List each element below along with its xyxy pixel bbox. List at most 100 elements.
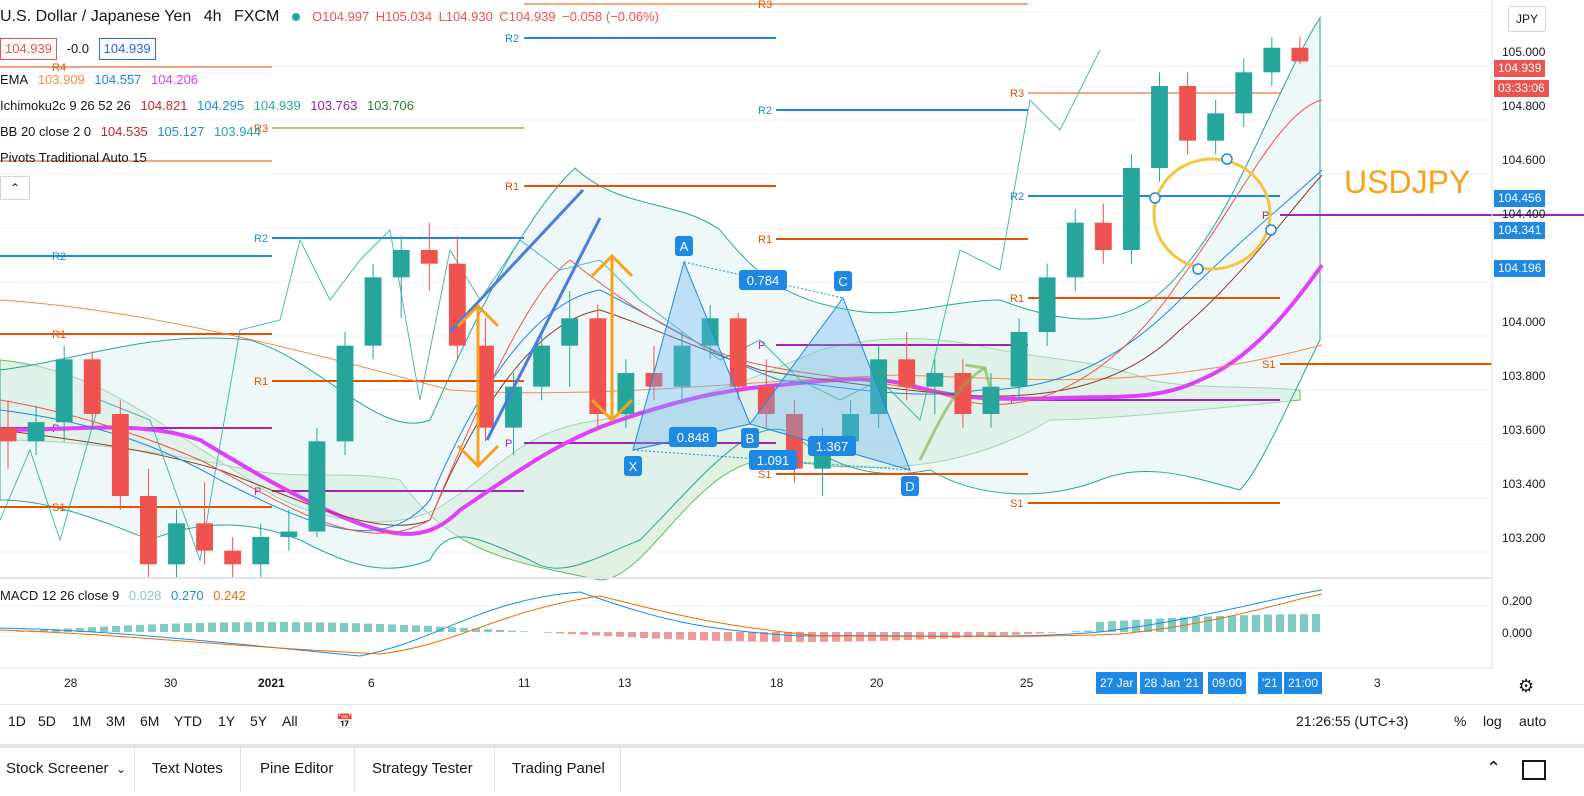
- candle-body: [140, 496, 157, 564]
- y-tick-label: 104.400: [1502, 207, 1545, 221]
- candle-body: [1067, 223, 1084, 278]
- legend-ema[interactable]: EMA 103.909 104.557 104.206: [0, 71, 204, 89]
- candle-body: [1011, 332, 1028, 387]
- macd-bar: [688, 632, 696, 640]
- panel-tab[interactable]: Trading Panel: [512, 760, 605, 777]
- macd-bar: [1252, 615, 1260, 632]
- candle-body: [365, 277, 382, 345]
- macd-bar: [304, 622, 312, 632]
- y-tick-label: 103.200: [1502, 531, 1545, 545]
- legend-macd[interactable]: MACD 12 26 close 9 0.028 0.270 0.242: [0, 587, 252, 605]
- interval-label[interactable]: 4h: [204, 8, 222, 25]
- macd-bar: [172, 624, 180, 632]
- pivot-label: R1: [1010, 293, 1024, 305]
- macd-bar: [856, 632, 864, 641]
- legend-pivots[interactable]: Pivots Traditional Auto 15: [0, 149, 153, 167]
- macd-bar: [844, 632, 852, 642]
- calendar-range-icon[interactable]: 📅: [336, 713, 353, 730]
- status-dot-icon: [292, 13, 300, 21]
- panel-tab[interactable]: Stock Screener: [6, 760, 109, 777]
- ask-button[interactable]: 104.939: [99, 38, 156, 60]
- log-toggle[interactable]: log: [1483, 713, 1502, 729]
- timeframe-button[interactable]: 5D: [38, 713, 56, 729]
- timeframe-button[interactable]: 6M: [140, 713, 159, 729]
- candle-body: [1039, 277, 1056, 332]
- macd-bar: [400, 625, 408, 632]
- chevron-down-icon[interactable]: ⌄: [116, 762, 126, 776]
- timeframe-button[interactable]: 1M: [72, 713, 91, 729]
- currency-button[interactable]: JPY: [1508, 6, 1546, 32]
- macd-bar: [448, 627, 456, 632]
- timeframe-button[interactable]: 5Y: [250, 713, 267, 729]
- chevron-up-icon[interactable]: ⌃: [1486, 758, 1501, 779]
- pivot-label: R1: [505, 181, 519, 193]
- macd-bar: [952, 632, 960, 638]
- macd-bar: [544, 632, 552, 633]
- pivot-label: S1: [52, 502, 65, 514]
- timeframe-button[interactable]: All: [282, 713, 298, 729]
- symbol-title[interactable]: U.S. Dollar / Japanese Yen: [0, 8, 191, 25]
- pattern-point-label: X: [629, 459, 638, 474]
- macd-bar: [520, 631, 528, 632]
- annotation-text[interactable]: USDJPY: [1344, 164, 1470, 201]
- legend-ichimoku[interactable]: Ichimoku2c 9 26 52 26 104.821 104.295 10…: [0, 97, 420, 115]
- pivot-label: S1: [1010, 498, 1023, 510]
- price-row: 104.939 -0.0 104.939: [0, 38, 162, 60]
- macd-bar: [232, 622, 240, 632]
- macd-bar: [460, 628, 468, 632]
- candle-body: [533, 346, 550, 387]
- symbol-header: U.S. Dollar / Japanese Yen 4h FXCM O104.…: [0, 8, 667, 26]
- timeframe-button[interactable]: YTD: [174, 713, 202, 729]
- candle-body: [1123, 168, 1140, 250]
- candle-body: [421, 250, 438, 264]
- candle-body: [224, 551, 241, 565]
- timeframe-button[interactable]: 3M: [106, 713, 125, 729]
- percent-toggle[interactable]: %: [1454, 713, 1466, 729]
- time-range-label: 27 Jar: [1096, 672, 1137, 694]
- panel-tab[interactable]: Text Notes: [152, 760, 223, 777]
- pivot-label: S1: [758, 469, 771, 481]
- collapse-legend-button[interactable]: ⌃: [0, 176, 30, 200]
- macd-bar: [1192, 617, 1200, 632]
- x-tick-label: 20: [870, 676, 883, 690]
- candle-body: [28, 422, 45, 441]
- macd-bar: [1240, 615, 1248, 632]
- settings-gear-icon[interactable]: ⚙: [1518, 676, 1534, 697]
- legend-value: 104.821: [140, 98, 187, 113]
- macd-bar: [412, 625, 420, 632]
- timeframe-button[interactable]: 1D: [8, 713, 26, 729]
- legend-bb[interactable]: BB 20 close 2 0 104.535 105.127 103.944: [0, 123, 267, 141]
- candle-body: [561, 318, 578, 345]
- pattern-ratio-label: 1.091: [757, 453, 790, 468]
- y-tick-label: 104.600: [1502, 153, 1545, 167]
- candle-body: [1179, 86, 1196, 141]
- bid-button[interactable]: 104.939: [0, 38, 57, 60]
- maximize-icon[interactable]: [1522, 760, 1546, 780]
- macd-bar: [1096, 622, 1104, 632]
- candle-body: [477, 346, 494, 428]
- timeframe-button[interactable]: 1Y: [218, 713, 235, 729]
- candle-body: [1207, 113, 1224, 140]
- candle-body: [168, 523, 185, 564]
- macd-bar: [568, 632, 576, 634]
- ohlc-change: −0.058 (−0.06%): [562, 9, 659, 24]
- macd-bar: [1012, 632, 1020, 635]
- ohlc-high: H105.034: [376, 9, 432, 24]
- panel-tab[interactable]: Pine Editor: [260, 760, 333, 777]
- y-tick-label: 103.400: [1502, 477, 1545, 491]
- pivot-label: R2: [254, 233, 268, 245]
- panel-tab[interactable]: Strategy Tester: [372, 760, 473, 777]
- macd-bar: [1264, 615, 1272, 632]
- macd-bar: [196, 623, 204, 632]
- auto-toggle[interactable]: auto: [1519, 713, 1546, 729]
- candle-body: [196, 523, 213, 550]
- legend-value: 103.909: [38, 72, 85, 87]
- candle-body: [0, 428, 16, 442]
- clock[interactable]: 21:26:55 (UTC+3): [1296, 713, 1408, 729]
- y-tick-label: 104.800: [1502, 99, 1545, 113]
- legend-value: 105.127: [157, 124, 204, 139]
- x-tick-label: 30: [164, 676, 177, 690]
- candle-body: [449, 264, 466, 346]
- x-tick-label: 13: [618, 676, 631, 690]
- x-tick-label: 25: [1020, 676, 1033, 690]
